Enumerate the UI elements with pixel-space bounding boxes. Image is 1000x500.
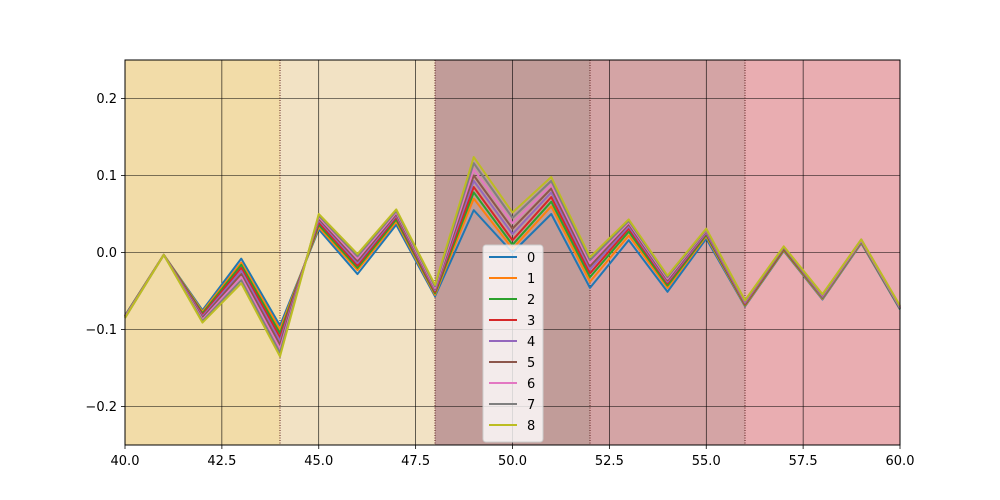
legend-label-8: 8 xyxy=(527,419,535,434)
x-tick-label: 52.5 xyxy=(595,454,624,469)
x-tick-label: 50.0 xyxy=(498,454,527,469)
axis-ticks: 40.0 42.5 45.0 47.5 50.0 52.5 55.0 57.5 60.0−0.2… xyxy=(85,92,914,469)
legend-label-6: 6 xyxy=(527,377,535,392)
legend: 0 1 2 3 4 5 6 7 8 xyxy=(482,244,544,443)
legend-label-1: 1 xyxy=(527,272,535,287)
y-tick-label: 0.1 xyxy=(96,169,117,184)
legend-label-2: 2 xyxy=(527,293,535,308)
legend-label-4: 4 xyxy=(527,335,535,350)
x-tick-label: 45.0 xyxy=(304,454,333,469)
series-line-8 xyxy=(124,156,901,358)
legend-box xyxy=(482,244,544,443)
legend-label-3: 3 xyxy=(527,314,535,329)
x-tick-label: 55.0 xyxy=(692,454,721,469)
y-tick-label: 0.2 xyxy=(96,92,117,107)
y-tick-label: −0.1 xyxy=(85,323,117,338)
y-tick-label: 0.0 xyxy=(96,246,117,261)
band-boundaries xyxy=(279,60,746,445)
x-tick-label: 42.5 xyxy=(207,454,236,469)
x-tick-label: 47.5 xyxy=(401,454,430,469)
legend-label-7: 7 xyxy=(527,398,535,413)
x-tick-label: 57.5 xyxy=(789,454,818,469)
legend-label-0: 0 xyxy=(527,251,535,266)
x-tick-label: 60.0 xyxy=(886,454,915,469)
x-tick-label: 40.0 xyxy=(111,454,140,469)
y-tick-label: −0.2 xyxy=(85,400,117,415)
legend-label-5: 5 xyxy=(527,356,535,371)
